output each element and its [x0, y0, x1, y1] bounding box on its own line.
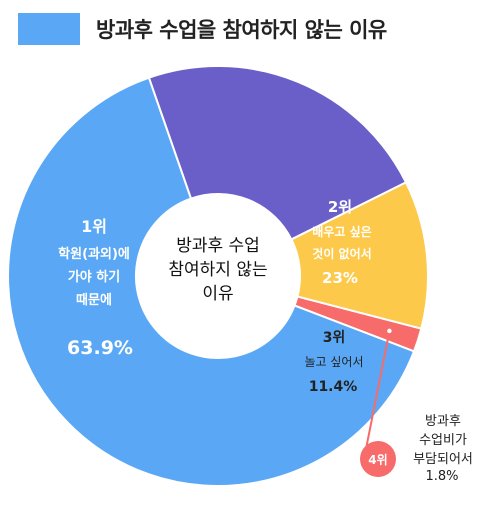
chart-title: 방과후 수업을 참여하지 않는 이유	[96, 18, 387, 42]
slice-4-value: 1.8%	[425, 469, 458, 484]
slice-3-value: 11.4%	[309, 379, 358, 395]
donut-slice-3	[290, 181, 429, 330]
slice-1-label: 학원(과외)에 가야 하기 때문에	[58, 246, 130, 308]
slice-4-badge	[360, 441, 396, 477]
slice-1-value: 63.9%	[67, 337, 133, 359]
center-label: 방과후 수업 참여하지 않는 이유	[168, 236, 267, 304]
chart-header: 방과후 수업을 참여하지 않는 이유	[18, 12, 387, 46]
slice-4-rank: 4위	[368, 453, 387, 467]
slice-1-rank: 1위	[81, 217, 107, 236]
slice-2-label: 배우고 싶은 것이 없어서	[312, 224, 371, 261]
legend-swatch	[18, 13, 80, 45]
slice-4-label: 방과후 수업비가 부담되어서	[413, 414, 473, 467]
slice-2-rank: 2위	[328, 198, 352, 216]
slice-3-label: 놀고 싶어서	[304, 355, 363, 369]
slice-4-leader-dot	[385, 327, 394, 335]
slice-4-leader-line	[363, 330, 391, 460]
slice-2-value: 23%	[322, 269, 358, 287]
donut-slice-4	[293, 295, 423, 353]
donut-slice-1	[7, 76, 416, 487]
slice-3-rank: 3위	[323, 330, 346, 346]
donut-slice-2	[147, 65, 408, 241]
